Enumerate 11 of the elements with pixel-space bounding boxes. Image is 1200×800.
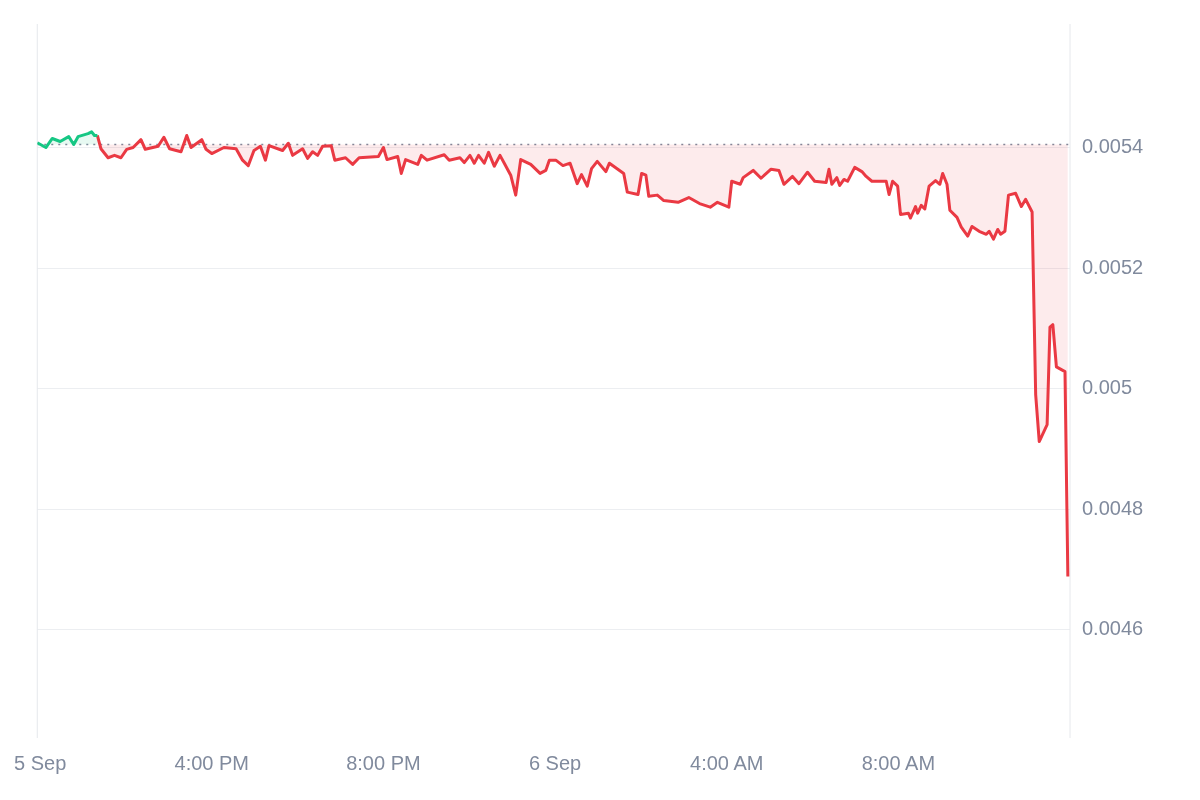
y-tick-label: 0.0046 — [1082, 617, 1144, 640]
x-tick-label: 8:00 AM — [861, 751, 936, 774]
x-tick-label: 4:00 AM — [690, 751, 764, 774]
x-tick-label: 8:00 PM — [346, 751, 421, 774]
y-tick-label: 0.0048 — [1082, 496, 1144, 519]
y-tick-label: 0.005 — [1082, 376, 1133, 399]
x-tick-label: 6 Sep — [528, 751, 582, 774]
x-tick-label: 5 Sep — [14, 751, 67, 774]
y-tick-label: 0.0052 — [1082, 255, 1144, 278]
x-tick-label: 4:00 PM — [174, 751, 250, 774]
y-tick-label: 0.0054 — [1082, 135, 1144, 158]
